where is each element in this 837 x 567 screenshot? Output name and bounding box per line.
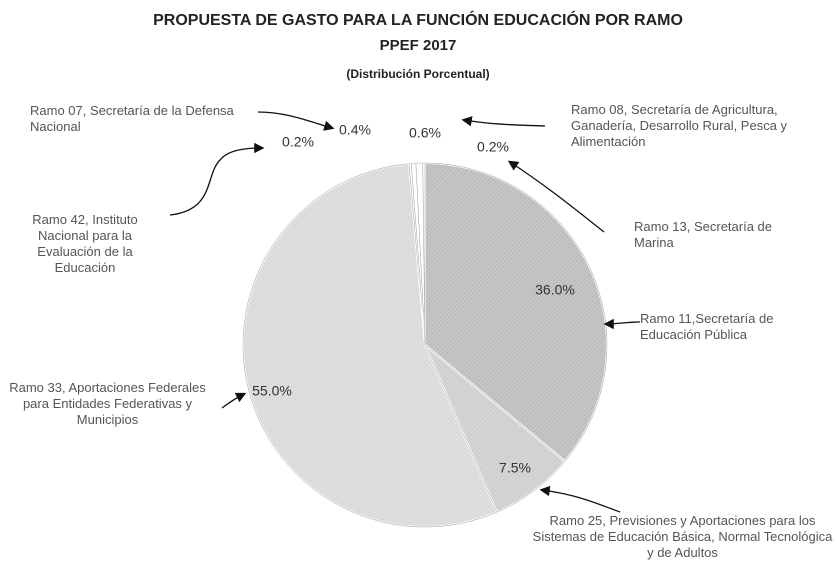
slice-hatch xyxy=(424,162,608,462)
legend-label: Ramo 42, Instituto Nacional para la Eval… xyxy=(32,212,138,275)
legend-label: Ramo 25, Previsiones y Aportaciones para… xyxy=(532,513,833,560)
value-label: 0.2% xyxy=(282,134,314,150)
arrow xyxy=(539,485,621,513)
legend-label: Ramo 08, Secretaría de Agricultura, Gana… xyxy=(571,102,788,149)
chart-subtitle: PPEF 2017 xyxy=(380,37,457,54)
legend-label: Ramo 07, Secretaría de la Defensa Nacion… xyxy=(30,103,234,134)
slice-hatch xyxy=(422,162,426,346)
value-label: 0.4% xyxy=(339,122,371,138)
arrow xyxy=(221,392,247,409)
arrow xyxy=(507,160,605,233)
value-label: 0.2% xyxy=(477,139,509,155)
legend-label: Ramo 33, Aportaciones Federales para Ent… xyxy=(9,380,206,427)
chart-note: (Distribución Porcentual) xyxy=(346,67,489,81)
value-label: 36.0% xyxy=(535,282,575,298)
arrow xyxy=(169,142,265,216)
value-label: 0.6% xyxy=(409,125,441,141)
value-label: 7.5% xyxy=(499,460,531,476)
arrow xyxy=(461,116,546,127)
legend-label: Ramo 11,Secretaría de Educación Pública xyxy=(640,311,774,342)
arrow xyxy=(603,318,641,330)
value-label: 55.0% xyxy=(252,383,292,399)
arrow xyxy=(257,111,335,131)
legend-label: Ramo 13, Secretaría de Marina xyxy=(634,219,773,250)
chart-title: PROPUESTA DE GASTO PARA LA FUNCIÓN EDUCA… xyxy=(153,10,683,29)
slice-hatch xyxy=(242,163,498,528)
